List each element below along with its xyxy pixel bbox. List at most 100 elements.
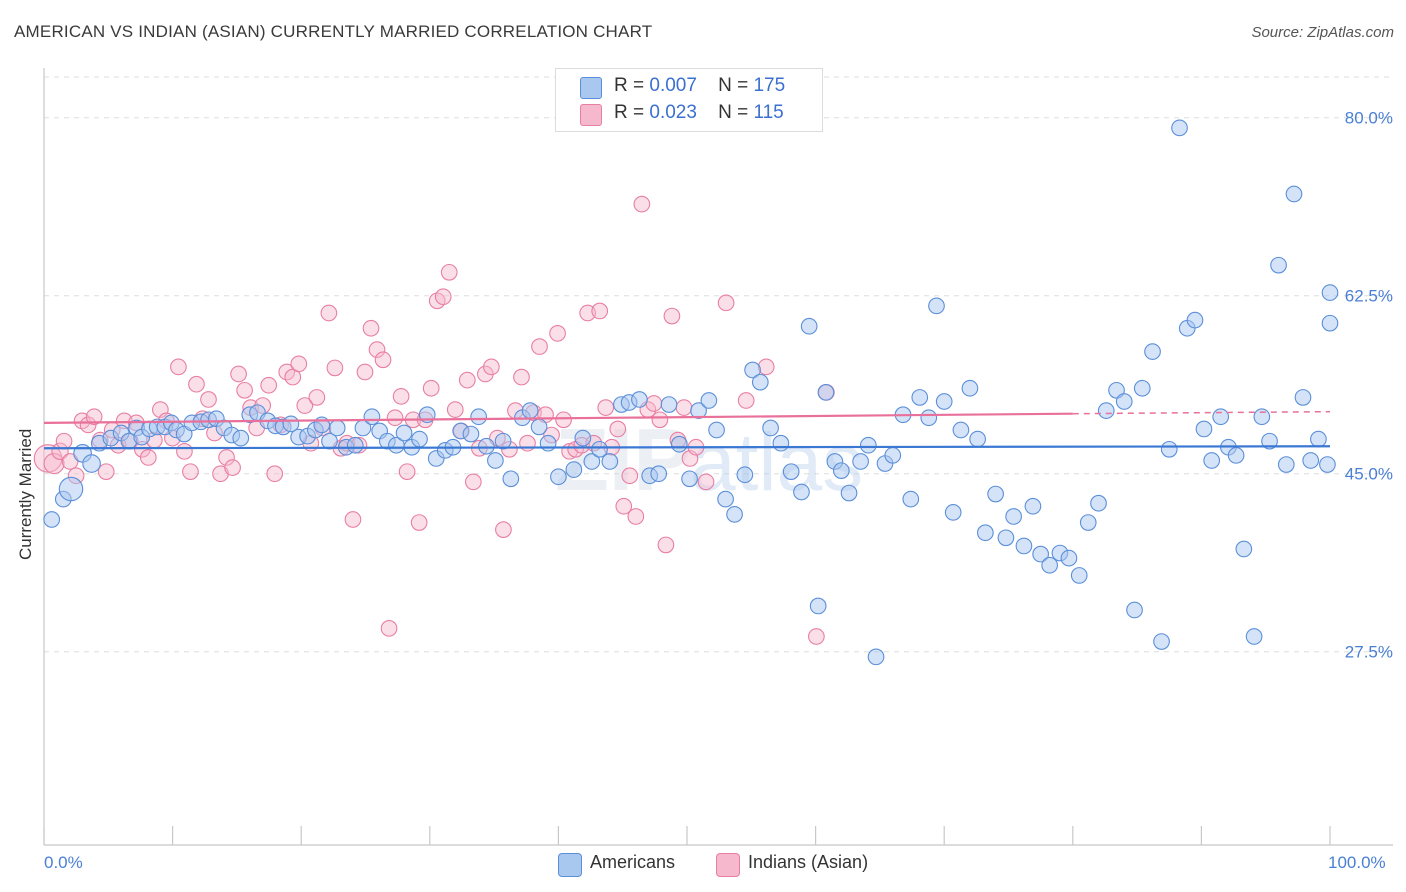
american-point xyxy=(670,435,688,453)
american-point xyxy=(817,383,835,401)
indian-point xyxy=(464,473,482,491)
indian-point xyxy=(757,358,775,376)
indian-point xyxy=(260,376,278,394)
indian-point xyxy=(368,341,386,358)
indian-point xyxy=(97,463,115,481)
american-point xyxy=(539,434,557,452)
american-point xyxy=(969,430,986,448)
american-point xyxy=(1079,514,1097,531)
american-point xyxy=(1115,393,1133,410)
indian-point xyxy=(290,355,308,373)
indian-point xyxy=(519,434,536,452)
indian-point xyxy=(362,319,380,337)
indian-point xyxy=(440,263,458,281)
american-point xyxy=(1294,389,1312,406)
legend-americans-swatch xyxy=(558,853,582,877)
american-point xyxy=(987,485,1004,503)
indian-point xyxy=(737,392,755,409)
indian-point xyxy=(61,453,79,470)
americans-n-value: 175 xyxy=(753,75,786,96)
american-point xyxy=(1032,545,1049,563)
legend-americans-label: Americans xyxy=(590,852,676,872)
american-point xyxy=(911,389,929,406)
y-tick-label: 27.5% xyxy=(1345,643,1393,662)
american-point xyxy=(690,402,707,419)
american-point xyxy=(1133,379,1151,397)
american-point xyxy=(478,437,495,455)
indian-point xyxy=(633,195,651,213)
indian-point xyxy=(139,449,157,466)
american-point xyxy=(1097,402,1115,419)
watermark-zip: ZIP xyxy=(555,410,692,509)
american-point xyxy=(328,419,346,437)
american-point xyxy=(1270,256,1287,274)
american-point xyxy=(840,484,858,502)
american-point xyxy=(1153,633,1170,650)
indian-point xyxy=(717,294,735,312)
y-axis-label: Currently Married xyxy=(16,428,35,560)
indian-point xyxy=(386,409,404,427)
american-point xyxy=(1126,601,1143,619)
american-point xyxy=(920,409,938,427)
watermark: ZIP atlas xyxy=(555,410,863,509)
indian-point xyxy=(422,379,440,397)
american-point xyxy=(411,430,428,448)
indian-point xyxy=(224,459,241,476)
american-point xyxy=(583,453,601,470)
american-point xyxy=(961,379,979,397)
american-point xyxy=(1015,537,1033,555)
americans-n-label: N = xyxy=(718,75,749,96)
indian-point xyxy=(483,358,500,376)
american-point xyxy=(1302,452,1320,469)
american-point xyxy=(1171,119,1188,137)
american-point xyxy=(700,392,718,409)
american-point xyxy=(726,506,743,523)
american-point xyxy=(717,490,734,508)
american-point xyxy=(852,453,869,470)
y-tick-label: 45.0% xyxy=(1345,465,1393,484)
american-point xyxy=(1227,447,1245,464)
indian-point xyxy=(308,389,326,406)
american-point xyxy=(736,466,754,484)
indian-point xyxy=(230,365,247,383)
american-point xyxy=(708,421,725,439)
american-point xyxy=(809,597,827,615)
american-point xyxy=(1235,540,1253,558)
indian-point xyxy=(657,536,675,554)
indian-point xyxy=(651,411,669,429)
american-point xyxy=(681,470,698,488)
indian-point xyxy=(645,395,663,412)
indian-point xyxy=(374,351,392,369)
american-point xyxy=(800,317,818,335)
american-point xyxy=(744,361,761,379)
american-point xyxy=(1060,549,1078,567)
indian-point xyxy=(675,399,693,416)
american-point xyxy=(1253,408,1271,426)
american-point xyxy=(1005,508,1022,525)
indian-point xyxy=(627,508,645,525)
american-point xyxy=(772,434,790,452)
american-point xyxy=(977,524,994,542)
indians-r-value: 0.023 xyxy=(649,102,697,123)
indian-point xyxy=(356,363,374,381)
american-point xyxy=(952,421,970,439)
american-point xyxy=(1261,432,1278,450)
american-point xyxy=(1277,456,1295,473)
indian-point xyxy=(85,408,103,426)
american-point xyxy=(1245,628,1263,645)
legend-indians-label: Indians (Asian) xyxy=(748,852,869,872)
american-point xyxy=(502,470,520,488)
american-point xyxy=(1186,311,1204,329)
indian-point xyxy=(663,307,681,325)
american-point xyxy=(859,436,877,454)
american-point xyxy=(346,436,364,454)
american-point xyxy=(867,648,885,666)
american-point xyxy=(601,453,619,470)
axis-layer xyxy=(43,68,1393,846)
legend-indians-swatch xyxy=(716,853,740,877)
indian-point xyxy=(218,449,235,466)
american-point xyxy=(58,476,84,502)
american-point xyxy=(1195,420,1213,438)
american-point xyxy=(1321,314,1339,332)
